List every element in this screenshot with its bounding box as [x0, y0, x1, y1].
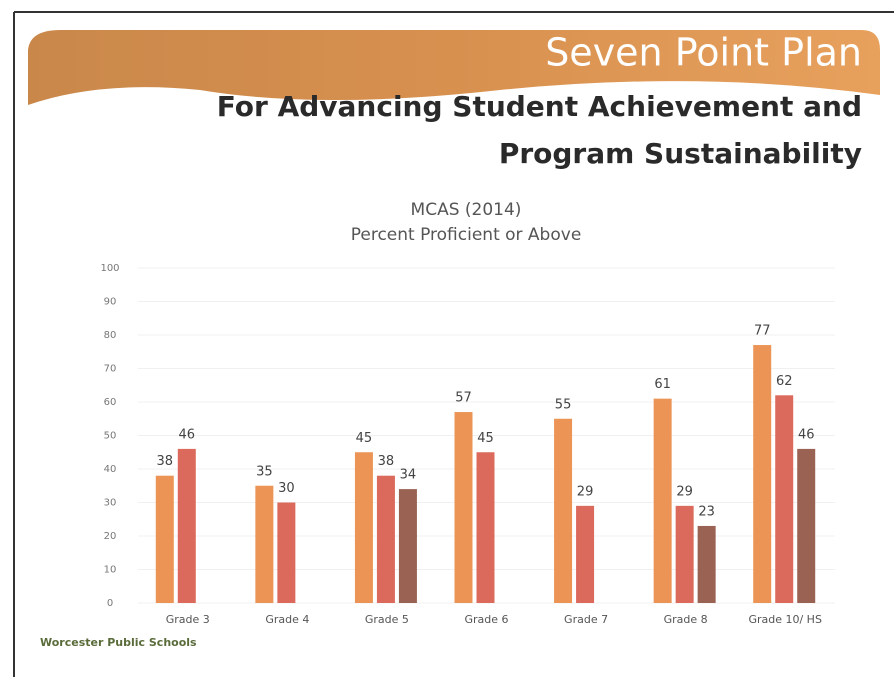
- bar: [775, 395, 794, 603]
- x-tick-label: Grade 8: [664, 613, 708, 626]
- bar: [675, 505, 694, 603]
- data-label: 23: [698, 504, 715, 519]
- header-band: [28, 30, 880, 105]
- y-tick-label: 20: [104, 531, 117, 542]
- footer: Worcester Public Schools: [40, 636, 197, 649]
- bar: [576, 505, 595, 603]
- data-label: 29: [676, 484, 693, 499]
- y-tick-label: 80: [104, 330, 117, 341]
- y-tick-label: 40: [104, 464, 117, 475]
- header-subtitle: Program Sustainability: [499, 137, 862, 170]
- data-label: 46: [179, 427, 196, 442]
- chart-title: MCAS (2014): [411, 200, 522, 220]
- header-subtitle: For Advancing Student Achievement and: [217, 90, 862, 123]
- bar: [177, 448, 196, 603]
- bar: [454, 412, 473, 603]
- x-tick-label: Grade 4: [265, 613, 309, 626]
- header-title: Seven Point Plan: [545, 31, 862, 75]
- y-tick-label: 10: [104, 565, 117, 576]
- page-border: [13, 11, 894, 677]
- data-label: 30: [278, 481, 295, 496]
- bar: [797, 448, 816, 603]
- bar: [753, 345, 772, 603]
- y-tick-label: 50: [104, 431, 117, 442]
- data-label: 34: [400, 468, 417, 483]
- bar: [697, 525, 716, 603]
- x-tick-label: Grade 7: [564, 613, 608, 626]
- y-tick-label: 100: [100, 263, 119, 274]
- data-label: 61: [654, 377, 671, 392]
- y-tick-label: 0: [107, 598, 113, 609]
- data-label: 45: [356, 431, 373, 446]
- bar: [255, 485, 274, 603]
- bar: [554, 418, 573, 603]
- y-tick-label: 30: [104, 498, 117, 509]
- y-tick-label: 60: [104, 397, 117, 408]
- bar: [277, 502, 296, 603]
- bar: [155, 475, 174, 603]
- y-tick-label: 90: [104, 297, 117, 308]
- x-tick-label: Grade 5: [365, 613, 409, 626]
- bar: [354, 452, 373, 603]
- chart-title: Percent Proficient or Above: [351, 225, 582, 245]
- data-label: 29: [577, 484, 594, 499]
- data-label: 38: [157, 454, 174, 469]
- bar: [376, 475, 395, 603]
- data-label: 57: [455, 391, 472, 406]
- bar: [653, 398, 672, 603]
- data-label: 38: [378, 454, 395, 469]
- x-tick-label: Grade 3: [166, 613, 210, 626]
- data-label: 55: [555, 397, 572, 412]
- data-label: 62: [776, 374, 793, 389]
- data-label: 35: [256, 464, 273, 479]
- data-label: 45: [477, 431, 494, 446]
- y-tick-label: 70: [104, 364, 117, 375]
- bar: [476, 452, 495, 603]
- data-label: 77: [754, 324, 771, 339]
- data-label: 46: [798, 427, 815, 442]
- x-tick-label: Grade 10/ HS: [748, 613, 822, 626]
- bar: [398, 489, 417, 603]
- x-tick-label: Grade 6: [464, 613, 508, 626]
